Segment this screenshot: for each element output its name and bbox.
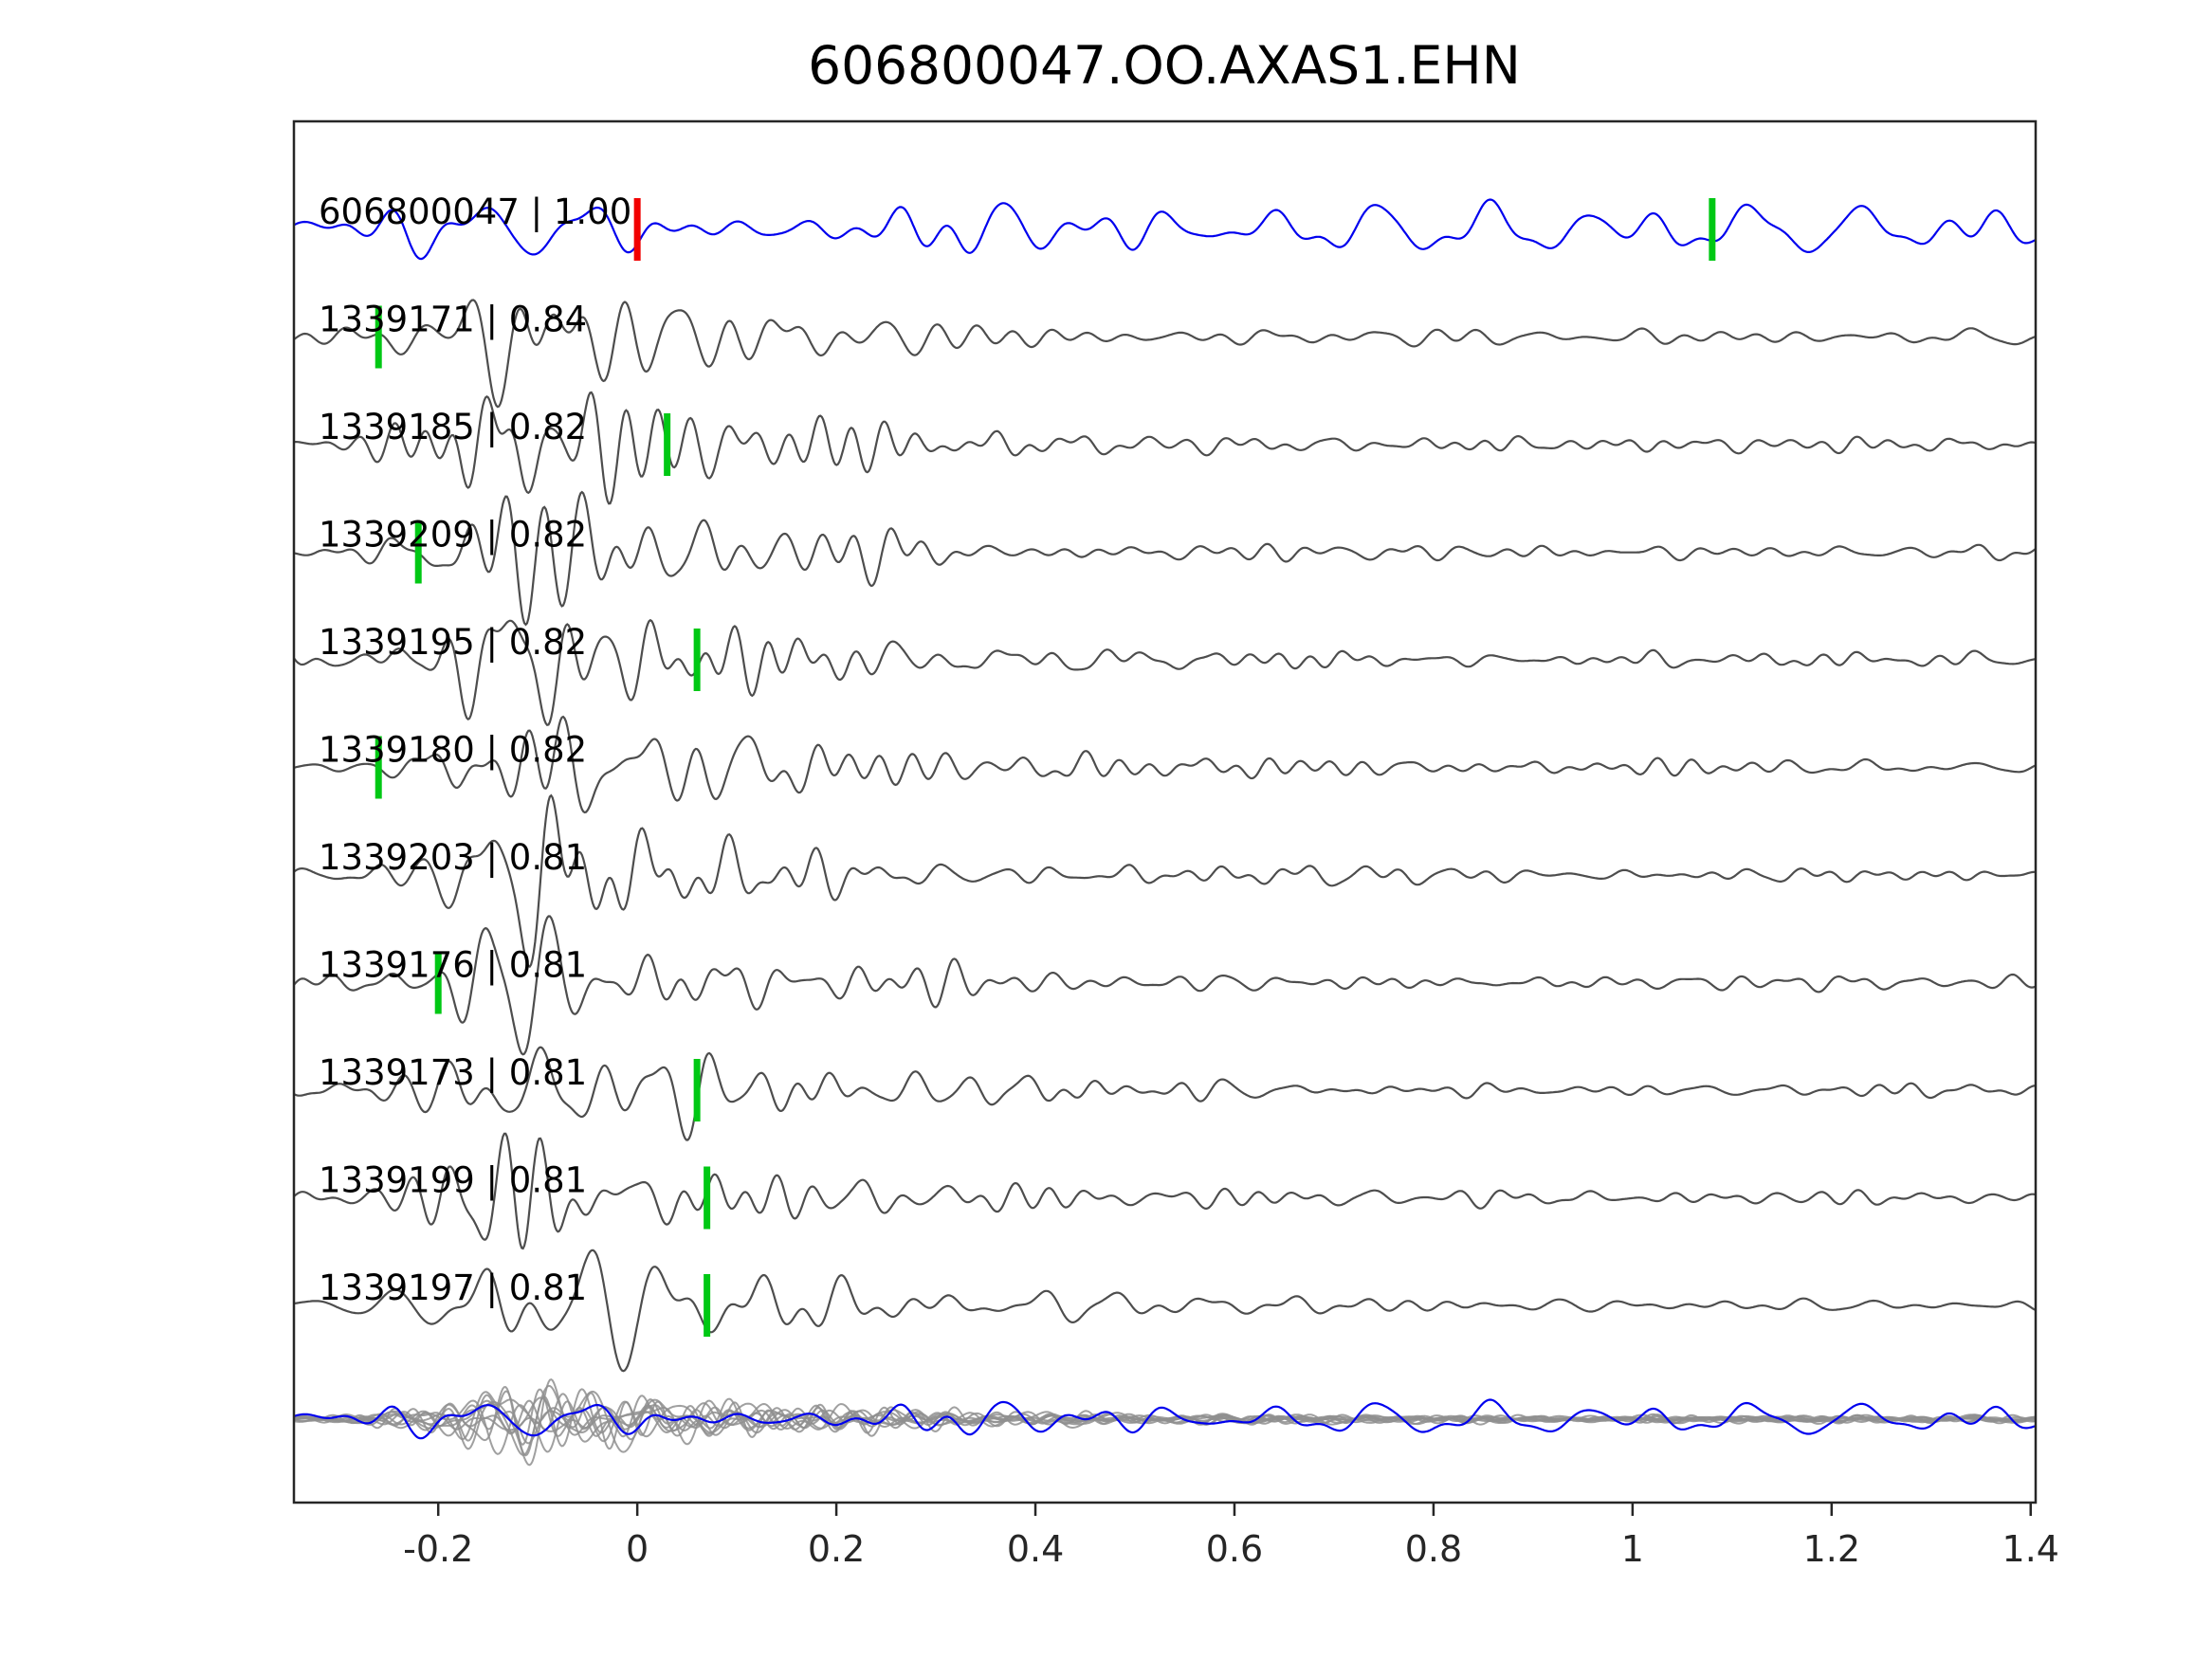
overlay-detection-waveform-1339180: [294, 1393, 2036, 1443]
trace-label-1339209: 1339209 | 0.82: [319, 515, 587, 556]
trace-label-1339195: 1339195 | 0.82: [319, 622, 587, 663]
chart-title: 606800047.OO.AXAS1.EHN: [808, 35, 1521, 96]
trace-label-1339171: 1339171 | 0.84: [319, 300, 587, 340]
x-tick-label: 1.2: [1803, 1528, 1860, 1570]
axes-frame: [292, 119, 2038, 1504]
detection-waveform-1339209: [294, 490, 2036, 627]
x-tick-label: 0.4: [1007, 1528, 1064, 1570]
detection-waveform-1339173: [294, 1046, 2036, 1141]
detection-waveform-1339176: [294, 915, 2036, 1056]
x-tick-label: -0.2: [403, 1528, 473, 1570]
detection-waveform-1339203: [294, 793, 2036, 968]
trace-label-1339176: 1339176 | 0.81: [319, 945, 587, 986]
detection-waveform-1339171: [294, 299, 2036, 409]
overlay-template-waveform: [294, 1398, 2036, 1440]
overlay-detection-waveform-1339197: [294, 1390, 2036, 1453]
trace-label-1339199: 1339199 | 0.81: [319, 1160, 587, 1201]
x-tick-label: 0.2: [808, 1528, 865, 1570]
detection-waveform-1339180: [294, 715, 2036, 814]
detection-waveform-1339195: [294, 618, 2036, 727]
x-tick-label: 0.6: [1206, 1528, 1263, 1570]
x-tick-label: 0: [626, 1528, 649, 1570]
trace-area: [294, 198, 2036, 1467]
detection-waveform-1339199: [294, 1132, 2036, 1250]
trace-label-1339180: 1339180 | 0.82: [319, 730, 587, 771]
trace-label-1339197: 1339197 | 0.81: [319, 1267, 587, 1308]
trace-label-1339185: 1339185 | 0.82: [319, 407, 587, 447]
trace-label-606800047: 606800047 | 1.00: [319, 191, 631, 232]
template-waveform-606800047: [294, 198, 2036, 261]
detection-waveform-1339197: [294, 1249, 2036, 1373]
x-tick-label: 1.4: [2002, 1528, 2059, 1570]
detection-waveform-1339185: [294, 391, 2036, 505]
trace-label-1339173: 1339173 | 0.81: [319, 1052, 587, 1093]
x-tick-label: 0.8: [1405, 1528, 1462, 1570]
x-tick-label: 1: [1621, 1528, 1644, 1570]
trace-label-1339203: 1339203 | 0.81: [319, 837, 587, 878]
